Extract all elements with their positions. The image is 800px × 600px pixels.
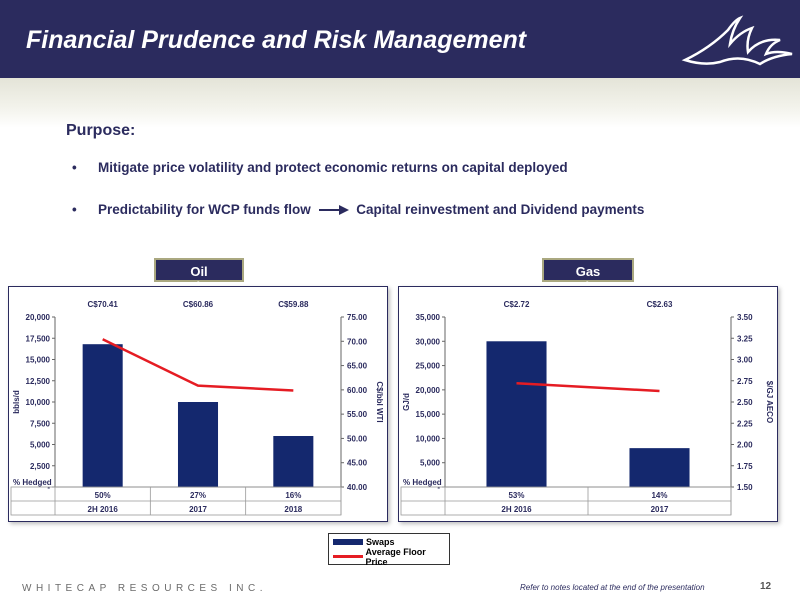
gas-y2-tick-label: 3.50 bbox=[737, 313, 753, 322]
oil-hedged-value: 16% bbox=[285, 491, 301, 500]
page-number: 12 bbox=[760, 581, 772, 592]
gas-y2-tick-label: 1.75 bbox=[737, 462, 753, 471]
gas-hedged-value: 53% bbox=[508, 491, 524, 500]
page-title: Financial Prudence and Risk Management bbox=[26, 26, 527, 54]
legend-label: Swaps bbox=[366, 536, 395, 547]
gas-floor-line bbox=[516, 382, 660, 393]
gas-chart-svg: - 5,000 10,000 15,000 20,000 25,000 30,000 35,0… bbox=[400, 300, 774, 516]
gas-category-label: 2H 2016 bbox=[501, 505, 532, 514]
oil-hedges-chart: - 2,500 5,000 7,500 10,000 12,500 15,000 17,500… bbox=[8, 286, 388, 522]
gas-y2-tick-label: 2.50 bbox=[737, 398, 753, 407]
gas-y2label: $/GJ AECO bbox=[765, 381, 774, 423]
footer-note: Refer to notes located at the end of the… bbox=[520, 583, 705, 592]
header-swoosh bbox=[0, 78, 800, 128]
company-logo-icon bbox=[681, 15, 793, 66]
gas-y-tick-label: 25,000 bbox=[416, 362, 441, 371]
oil-y-tick-label: - bbox=[47, 483, 50, 492]
arrow-right-icon bbox=[318, 205, 349, 216]
oil-ylabel: bbls/d bbox=[12, 390, 21, 414]
oil-chart-title: Oil Hedges bbox=[154, 258, 244, 294]
oil-y2-tick-label: 65.00 bbox=[347, 362, 368, 371]
oil-hedged-value: 27% bbox=[190, 491, 206, 500]
legend-swatch bbox=[333, 555, 363, 558]
bullet-text: Capital reinvestment and Dividend paymen… bbox=[356, 202, 645, 217]
oil-y-tick-label: 12,500 bbox=[26, 377, 51, 386]
gas-chart-title: Gas Hedges bbox=[542, 258, 634, 294]
gas-y2-tick-label: 3.25 bbox=[737, 334, 753, 343]
gas-category-label: 2017 bbox=[651, 505, 669, 514]
oil-floor-line bbox=[102, 338, 294, 392]
oil-y2-tick-label: 75.00 bbox=[347, 313, 368, 322]
bullet-item: • Mitigate price volatility and protect e… bbox=[72, 160, 568, 175]
gas-hedges-chart: - 5,000 10,000 15,000 20,000 25,000 30,000 35,0… bbox=[398, 286, 778, 522]
bullet-text: Predictability for WCP funds flow bbox=[98, 202, 311, 217]
oil-hedged-value: 50% bbox=[95, 491, 111, 500]
bullet-item: • Predictability for WCP funds flow Capit… bbox=[72, 202, 645, 217]
gas-y2-tick-label: 2.25 bbox=[737, 419, 753, 428]
oil-y-tick-label: 5,000 bbox=[30, 441, 51, 450]
gas-y2-tick-label: 2.75 bbox=[737, 377, 753, 386]
oil-y-tick-label: 7,500 bbox=[30, 419, 51, 428]
oil-category-label: 2H 2016 bbox=[88, 505, 119, 514]
oil-y-tick-label: 2,500 bbox=[30, 462, 51, 471]
oil-y2-tick-label: 60.00 bbox=[347, 386, 368, 395]
oil-bar bbox=[177, 402, 219, 487]
gas-price-label: C$2.72 bbox=[504, 300, 530, 309]
legend-item-floor: Average Floor Price bbox=[329, 546, 449, 567]
oil-y-tick-label: 17,500 bbox=[26, 334, 51, 343]
oil-y-tick-label: 15,000 bbox=[26, 356, 51, 365]
oil-price-label: C$70.41 bbox=[88, 300, 119, 309]
bullet-text: Mitigate price volatility and protect ec… bbox=[98, 160, 568, 175]
gas-hedged-label: % Hedged bbox=[403, 478, 442, 487]
gas-y2-tick-label: 1.50 bbox=[737, 483, 753, 492]
oil-bar bbox=[82, 344, 123, 487]
oil-y2-tick-label: 55.00 bbox=[347, 410, 368, 419]
purpose-heading: Purpose: bbox=[66, 122, 136, 139]
footer-company: WHITECAP RESOURCES INC. bbox=[22, 583, 267, 594]
oil-category-label: 2018 bbox=[284, 505, 302, 514]
gas-y-tick-label: 20,000 bbox=[416, 386, 441, 395]
oil-category-label: 2017 bbox=[189, 505, 207, 514]
gas-y-tick-label: 15,000 bbox=[416, 410, 441, 419]
oil-price-label: C$59.88 bbox=[278, 300, 309, 309]
oil-price-label: C$60.86 bbox=[183, 300, 214, 309]
legend-label: Average Floor Price bbox=[365, 546, 426, 567]
oil-y-tick-label: 20,000 bbox=[26, 313, 51, 322]
header-banner: Financial Prudence and Risk Management bbox=[0, 0, 800, 78]
oil-y-tick-label: 10,000 bbox=[26, 398, 51, 407]
oil-y2-tick-label: 70.00 bbox=[347, 337, 368, 346]
legend-swatch bbox=[333, 538, 363, 545]
gas-y-tick-label: 30,000 bbox=[416, 337, 441, 346]
oil-chart-svg: - 2,500 5,000 7,500 10,000 12,500 15,000 17,500… bbox=[10, 300, 384, 516]
gas-y-tick-label: - bbox=[437, 483, 440, 492]
gas-price-label: C$2.63 bbox=[647, 300, 673, 309]
oil-y2label: C$/bbl WTI bbox=[375, 381, 384, 422]
gas-bar bbox=[486, 341, 547, 487]
oil-hedged-label: % Hedged bbox=[13, 478, 52, 487]
gas-ylabel: GJ/d bbox=[402, 393, 411, 411]
oil-y2-tick-label: 50.00 bbox=[347, 434, 368, 443]
oil-bar bbox=[273, 436, 314, 487]
gas-y-tick-label: 10,000 bbox=[416, 434, 441, 443]
gas-y2-tick-label: 2.00 bbox=[737, 441, 753, 450]
oil-y2-tick-label: 40.00 bbox=[347, 483, 368, 492]
gas-y-tick-label: 35,000 bbox=[416, 313, 441, 322]
gas-y-tick-label: 5,000 bbox=[420, 459, 441, 468]
gas-bar bbox=[629, 448, 690, 487]
legend-item-swaps: Swaps bbox=[329, 534, 449, 549]
oil-y2-tick-label: 45.00 bbox=[347, 459, 368, 468]
gas-hedged-value: 14% bbox=[651, 491, 667, 500]
chart-legend: Swaps Average Floor Price bbox=[328, 533, 450, 567]
gas-y2-tick-label: 3.00 bbox=[737, 356, 753, 365]
